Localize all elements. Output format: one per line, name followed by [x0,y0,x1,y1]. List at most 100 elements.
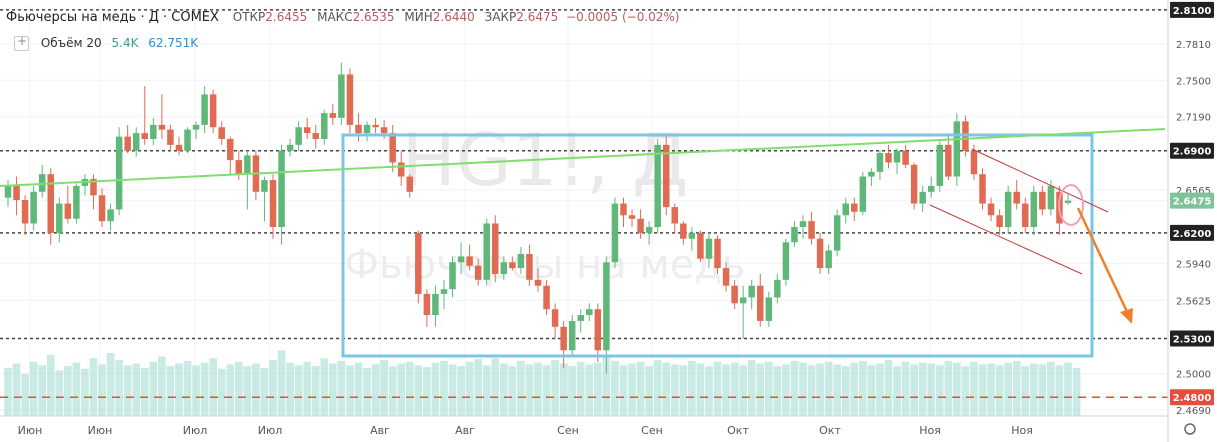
candle-body [885,153,892,163]
candle-body [13,185,20,201]
candle-body [449,262,456,290]
time-tick-label: Авг [370,424,390,437]
volume-indicator-name: Объём 20 [40,36,102,50]
volume-bar [158,356,166,416]
volume-bar [431,362,440,416]
volume-bar [773,366,782,416]
volume-value-1: 5.4K [111,36,139,50]
candle-body [303,127,311,134]
candle-body [150,124,157,139]
candle-body [714,238,721,269]
candle-body [902,150,909,165]
volume-bar [423,367,431,416]
price-tick-label: 2.6475 [1173,197,1212,208]
candle-body [620,203,627,216]
volume-bar [1029,363,1038,416]
candle-body [329,113,337,118]
candle-body [697,232,704,259]
volume-bar [21,374,29,416]
candle-body [1064,200,1072,203]
price-tick-label: 2.6200 [1173,229,1212,240]
volume-bar [833,364,842,416]
drawings [0,128,1166,358]
volume-bar [29,361,38,416]
volume-bar [183,360,192,416]
candle-body [722,268,730,286]
volume-bar [628,363,636,416]
volume-bar [55,370,64,416]
price-tick-label: 2.5000 [1176,370,1211,381]
candle-body [739,297,747,304]
candle-body [1022,203,1029,228]
volume-bar [867,365,876,416]
candle-body [936,144,944,186]
volume-bar [987,363,995,416]
candle-body [115,136,123,210]
watermark-name: Фьючерсы на медь [345,242,746,288]
candle-body [372,124,379,128]
candle-body [628,215,636,219]
volume-bar [346,365,354,416]
candle-body [577,315,584,321]
volume-bar [713,361,722,416]
volume-bar [619,365,628,416]
candle-body [278,150,285,228]
high-value: 2.6535 [352,10,395,24]
candle-body [611,203,619,263]
volume-bar [884,360,893,416]
candle-body [953,121,961,177]
open-label: ОТКР [232,10,266,24]
volume-bar [1038,364,1047,416]
volume-bar [653,360,662,416]
volume-bar [269,360,277,416]
candle-body [876,153,884,172]
candle-body [30,191,37,224]
change-value: −0.0005 (−0.02%) [566,10,680,24]
high-label: МАКС [317,10,353,24]
time-tick-label: Сен [557,424,579,437]
volume-bar [260,367,269,416]
candle-body [996,215,1003,228]
candle-body [363,124,371,134]
volume-bar [380,360,388,416]
candle-body [568,320,576,351]
candle-body [158,124,166,130]
candle-body [21,200,29,224]
price-axis[interactable]: 2.8100 2.7810 2.7500 2.7190 2.6900 2.65652.64… [1167,0,1214,442]
candle-body [64,203,72,219]
candle-body [4,185,12,198]
volume-bar [303,361,312,416]
volume-bar [824,361,833,416]
candle-body [132,133,140,151]
candle-body [851,203,858,212]
volume-bar [790,360,799,416]
symbol-title: Фьючерсы на медь · Д · COMEX [6,10,219,25]
volume-bar [294,365,303,416]
volume-bar [876,363,884,416]
volume-bar [645,366,653,416]
time-tick-label: Окт [819,424,841,437]
volume-bar [756,363,765,416]
candle-body [808,221,815,239]
volume-bar [252,363,260,416]
price-label-box [1170,330,1214,347]
candle-body [184,129,191,151]
volume-bar [1055,365,1064,416]
candle-body [286,144,294,151]
volume-bar [491,358,500,416]
collapse-toggle[interactable] [14,34,29,51]
volume-bar [670,364,679,416]
time-axis[interactable]: Июн Июн Июл Июл Авг Авг Сен Сен Окт Окт Ноя Ноя [0,415,1196,437]
price-tick-label: 2.5300 [1173,335,1212,346]
volume-bar [799,362,807,416]
candle-body [748,285,755,298]
close-label: ЗАКР [484,10,517,24]
candle-body [680,223,687,239]
volume-bar [841,366,850,416]
volume-bar [200,362,209,416]
price-tick-label: 2.4690 [1176,406,1211,417]
volume-bar [568,366,577,416]
candle-body [509,262,516,269]
volume-bar [63,366,72,416]
